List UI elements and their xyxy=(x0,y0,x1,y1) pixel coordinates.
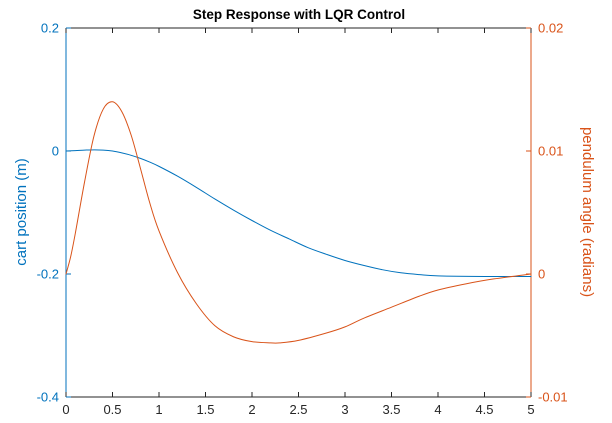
x-tick-label: 1 xyxy=(155,402,162,417)
right-y-axis-ticks: 0.02 0.01 0 -0.01 xyxy=(526,21,568,405)
x-tick-label: 2.5 xyxy=(289,402,307,417)
left-y-tick-label: -0.4 xyxy=(37,390,59,405)
x-tick-label: 5 xyxy=(527,402,534,417)
x-axis-ticks: 0 0.5 1 1.5 2 2.5 3 3.5 4 4.5 5 xyxy=(62,28,535,417)
x-tick-label: 3.5 xyxy=(382,402,400,417)
right-y-tick-label: 0.01 xyxy=(538,144,563,159)
left-y-axis-ticks: 0.2 0 -0.2 -0.4 xyxy=(37,21,71,405)
x-tick-label: 4 xyxy=(434,402,441,417)
left-y-tick-label: 0.2 xyxy=(41,21,59,36)
left-y-tick-label: -0.2 xyxy=(37,267,59,282)
right-y-axis-label: pendulum angle (radians) xyxy=(579,127,596,297)
right-y-tick-label: 0.02 xyxy=(538,21,563,36)
cart-position-line xyxy=(65,149,532,278)
right-y-tick-label: 0 xyxy=(538,267,545,282)
x-tick-label: 3 xyxy=(341,402,348,417)
x-tick-label: 2 xyxy=(248,402,255,417)
plot-frame xyxy=(65,27,532,398)
x-tick-label: 0.5 xyxy=(103,402,121,417)
left-y-axis-label: cart position (m) xyxy=(13,158,30,266)
x-tick-label: 0 xyxy=(62,402,69,417)
series-lines xyxy=(65,101,532,344)
chart-title: Step Response with LQR Control xyxy=(193,7,405,22)
x-tick-label: 1.5 xyxy=(196,402,214,417)
pendulum-angle-line xyxy=(65,101,532,344)
left-y-tick-label: 0 xyxy=(52,144,59,159)
x-tick-label: 4.5 xyxy=(475,402,493,417)
right-y-tick-label: -0.01 xyxy=(538,390,568,405)
